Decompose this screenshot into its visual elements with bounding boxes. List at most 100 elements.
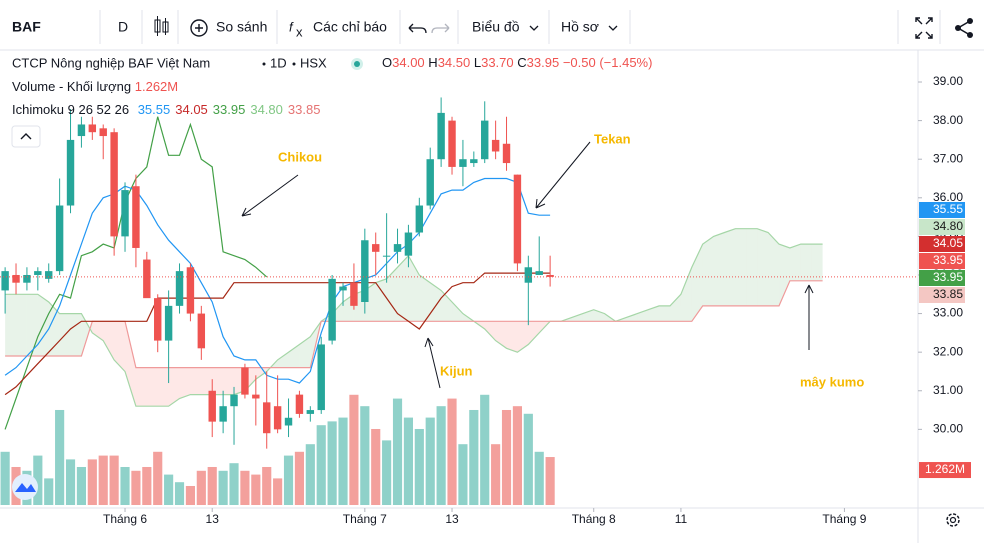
cloud-fill: [408, 255, 420, 322]
settings-icon[interactable]: [946, 513, 960, 527]
volume-bar: [371, 428, 381, 505]
cloud-fill: [48, 301, 60, 357]
candle-body: [66, 139, 75, 206]
volume-bar: [229, 463, 239, 505]
cloud-fill: [757, 228, 769, 306]
chart-type-button[interactable]: Biểu đồ: [472, 19, 520, 35]
volume-label: Volume - Khối lượng 1.262M: [12, 79, 178, 94]
ohlc-key: C: [517, 55, 526, 70]
price-tag: [919, 202, 965, 218]
volume-bar: [349, 394, 359, 505]
candle-body: [470, 159, 478, 164]
volume-bar: [218, 470, 228, 505]
legend-interval: 1D: [270, 55, 287, 70]
ichimoku-value: 34.80: [250, 102, 283, 117]
volume-bar: [414, 428, 424, 505]
candle-body: [524, 267, 533, 283]
volume-bar: [0, 451, 10, 505]
interval-button[interactable]: D: [118, 19, 128, 35]
cloud-fill: [397, 255, 409, 322]
compare-icon[interactable]: [190, 19, 208, 37]
volume-bar: [436, 406, 446, 505]
undo-icon[interactable]: [408, 23, 427, 34]
price-tag: [919, 219, 965, 235]
dot: [262, 62, 266, 66]
cloud-fill: [26, 294, 38, 357]
dot: [292, 62, 296, 66]
candle-body: [99, 128, 107, 137]
price-tag-label: 35.55: [933, 202, 963, 216]
x-tick-label: Tháng 6: [103, 512, 147, 526]
cloud-fill: [103, 321, 115, 360]
candle-body: [230, 394, 238, 407]
volume-bar: [512, 406, 523, 505]
candle-body: [502, 143, 511, 164]
candle-body: [339, 286, 347, 291]
cloud-fill: [691, 244, 703, 322]
indicators-icon[interactable]: f: [289, 19, 294, 34]
volume-bar: [403, 417, 414, 505]
cloud-fill: [626, 313, 638, 322]
candle-body: [350, 282, 358, 306]
volume-bar: [153, 451, 163, 505]
indicators-button[interactable]: Các chỉ báo: [313, 19, 387, 35]
cloud-fill: [768, 232, 780, 306]
cloud-fill: [779, 244, 790, 306]
ohlc-key: L: [474, 55, 481, 70]
candle-body: [448, 120, 456, 167]
fullscreen-icon[interactable]: [915, 17, 933, 39]
y-tick-label: 38.00: [933, 113, 963, 127]
cloud-fill: [702, 236, 714, 306]
candle-body: [34, 271, 42, 275]
volume-bar: [33, 455, 43, 505]
cloud-fill: [5, 294, 17, 357]
logo-mark: [15, 483, 36, 492]
cloud-fill: [495, 321, 507, 349]
candle-body: [328, 278, 336, 341]
collapse-button[interactable]: [11, 125, 41, 148]
symbol[interactable]: BAF: [12, 19, 41, 35]
volume-bar: [458, 444, 468, 505]
icon-part: [949, 516, 957, 524]
volume-bar: [360, 406, 370, 505]
candle-body: [164, 305, 173, 341]
price-tag-label: 34.80: [933, 219, 963, 233]
candle-body: [219, 406, 227, 422]
cloud-fill: [746, 228, 758, 306]
volume-bar: [251, 474, 261, 505]
ichimoku-value: 33.95: [213, 102, 246, 117]
candle-body: [372, 244, 380, 252]
cloud-fill: [789, 244, 801, 281]
chart-style-icon[interactable]: [154, 16, 169, 36]
cloud-fill: [157, 367, 169, 407]
candle-body: [132, 186, 140, 248]
price-tag: [919, 270, 965, 286]
candle-body: [1, 271, 9, 291]
volume-bar: [164, 474, 174, 505]
candle-body: [88, 124, 97, 133]
volume-bar: [338, 417, 348, 505]
compare-button[interactable]: So sánh: [216, 19, 267, 35]
candle-body: [404, 232, 413, 256]
x-tick-label: 13: [445, 512, 459, 526]
icon-part: [946, 513, 960, 527]
volume-bar: [44, 478, 54, 505]
redo-icon[interactable]: [431, 23, 450, 34]
profile-button[interactable]: Hồ sơ: [561, 19, 599, 35]
volume-bar: [262, 466, 272, 505]
plot-area: [0, 97, 918, 505]
ichimoku-kijun: [4, 272, 551, 396]
ichimoku-value: 33.85: [288, 102, 321, 117]
y-tick-label: 39.00: [933, 74, 963, 88]
collapse-icon: [20, 133, 32, 140]
volume-value: 1.262M: [135, 79, 178, 94]
candle-body: [186, 267, 195, 314]
candle-body: [415, 205, 424, 233]
share-icon[interactable]: [955, 18, 973, 38]
volume-bar: [447, 398, 457, 505]
volume-bar: [185, 485, 196, 505]
price-tag-label: 33.85: [933, 287, 963, 301]
cloud-fill: [506, 321, 518, 353]
cloud-fill: [452, 301, 463, 322]
